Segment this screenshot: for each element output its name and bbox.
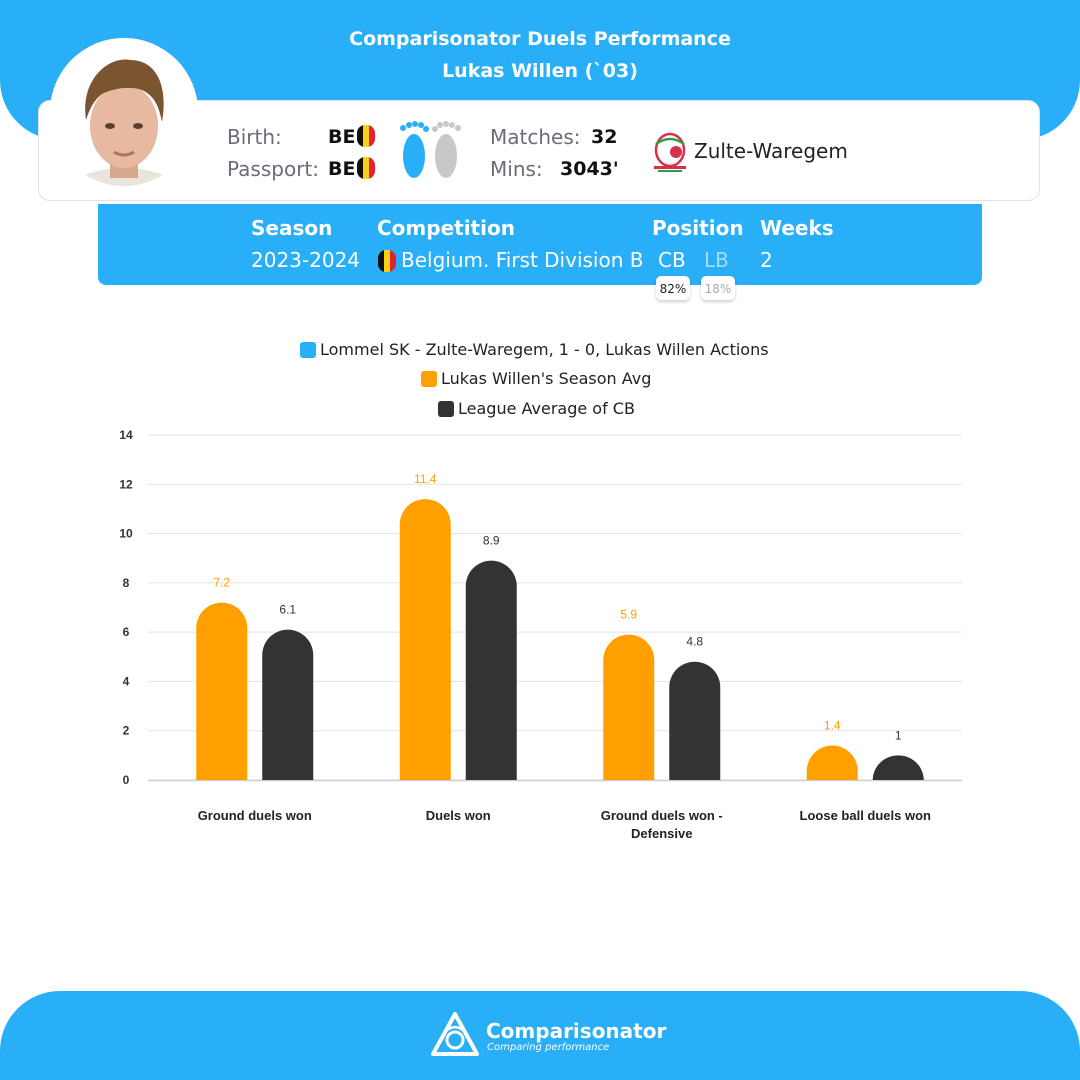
brand-name: Comparisonator <box>486 1019 667 1043</box>
x-tick-label: Loose ball duels won <box>800 808 932 823</box>
birth-label: Birth: <box>227 125 282 149</box>
matches-label: Matches: <box>490 125 581 149</box>
birth-country: BE <box>328 126 356 148</box>
footer-band <box>0 991 1080 1080</box>
legend-item-match: Lommel SK - Zulte-Waregem, 1 - 0, Lukas … <box>300 340 769 359</box>
weeks-value: 2 <box>760 248 773 272</box>
legend-item-season-avg: Lukas Willen's Season Avg <box>421 369 651 388</box>
data-label: 7.2 <box>213 576 230 590</box>
season-value: 2023-2024 <box>251 248 361 272</box>
position-primary-pct: 82% <box>656 276 690 300</box>
position-secondary: LB <box>704 248 729 272</box>
bar <box>872 755 924 780</box>
data-label: 11.4 <box>414 472 437 486</box>
competition-value: Belgium. First Division B <box>401 248 644 272</box>
player-card <box>38 100 1040 201</box>
legend-item-league-avg: League Average of CB <box>438 399 635 418</box>
club-name: Zulte-Waregem <box>694 139 848 163</box>
season-label: Season <box>251 216 333 240</box>
legend-swatch <box>438 400 454 417</box>
y-tick-label: 2 <box>123 724 130 738</box>
info-band <box>98 204 982 285</box>
y-tick-label: 12 <box>119 477 133 491</box>
legend-label: League Average of CB <box>458 399 635 418</box>
x-tick-label: Defensive <box>631 826 692 841</box>
data-label: 1 <box>895 728 902 742</box>
belgium-flag-icon <box>357 125 375 147</box>
bar <box>603 634 655 780</box>
belgium-flag-icon <box>357 157 375 179</box>
belgium-flag-icon <box>378 250 396 272</box>
data-label: 5.9 <box>620 608 637 622</box>
club-logo-icon <box>650 130 690 178</box>
bar <box>465 560 517 780</box>
bar <box>196 602 248 780</box>
x-tick-label: Ground duels won - <box>601 808 723 823</box>
matches-value: 32 <box>591 126 618 148</box>
brand-tagline: Comparing performance <box>487 1042 610 1053</box>
player-avatar <box>50 38 198 186</box>
bar <box>669 661 721 780</box>
y-tick-label: 6 <box>123 625 130 639</box>
footedness-icon <box>398 120 464 186</box>
passport-country: BE <box>328 158 356 180</box>
competition-label: Competition <box>377 216 515 240</box>
x-tick-label: Ground duels won <box>198 808 312 823</box>
minutes-value: 3043' <box>560 158 619 180</box>
legend-swatch <box>421 370 437 387</box>
minutes-label: Mins: <box>490 157 543 181</box>
y-tick-label: 14 <box>119 428 133 442</box>
legend-label: Lommel SK - Zulte-Waregem, 1 - 0, Lukas … <box>320 340 769 359</box>
data-label: 1.4 <box>824 719 841 733</box>
data-label: 4.8 <box>686 635 703 649</box>
data-label: 6.1 <box>279 603 296 617</box>
page-subtitle: Lukas Willen (`03) <box>442 60 638 82</box>
y-tick-label: 10 <box>119 527 133 541</box>
weeks-label: Weeks <box>760 216 834 240</box>
legend-label: Lukas Willen's Season Avg <box>441 369 652 388</box>
passport-label: Passport: <box>227 157 319 181</box>
x-tick-label: Duels won <box>426 808 491 823</box>
bar <box>262 629 314 780</box>
page-title: Comparisonator Duels Performance <box>349 28 731 50</box>
y-tick-label: 8 <box>123 576 130 590</box>
position-label: Position <box>652 216 744 240</box>
y-tick-label: 0 <box>123 773 130 787</box>
position-primary: CB <box>658 248 686 272</box>
legend-swatch <box>300 341 316 358</box>
y-tick-label: 4 <box>123 674 130 688</box>
bar <box>806 745 858 780</box>
position-secondary-pct: 18% <box>701 276 735 300</box>
bar <box>399 499 451 780</box>
data-label: 8.9 <box>483 534 500 548</box>
comparisonator-logo-icon <box>431 1012 479 1062</box>
